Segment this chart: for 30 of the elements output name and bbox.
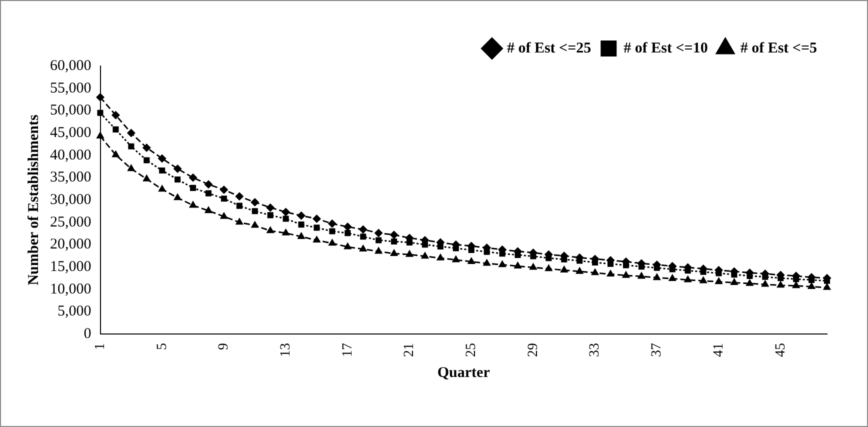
- y-tick-label: 25,000: [50, 214, 92, 230]
- y-tick-label: 5,000: [58, 304, 92, 320]
- y-tick-label: 0: [84, 326, 92, 342]
- y-tick-label: 60,000: [50, 58, 92, 74]
- x-axis-title: Quarter: [437, 364, 490, 381]
- y-tick-label: 50,000: [50, 102, 92, 119]
- y-tick-label: 15,000: [50, 258, 92, 275]
- y-tick-label: 20,000: [50, 236, 92, 253]
- legend-label: # of Est <=25: [506, 40, 592, 56]
- y-axis-title: Number of Establishments: [26, 114, 42, 286]
- x-tick-label: 21: [402, 343, 418, 357]
- x-tick-label: 17: [340, 343, 356, 357]
- y-tick-label: 35,000: [50, 170, 92, 186]
- x-tick-label: 13: [278, 343, 294, 357]
- y-tick-label: 10,000: [50, 281, 92, 298]
- x-tick-label: 9: [216, 343, 232, 350]
- x-tick-label: 5: [154, 343, 170, 350]
- legend-label: # of Est <=10: [624, 40, 708, 56]
- x-tick-label: 33: [588, 343, 603, 357]
- x-tick-label: 45: [773, 343, 788, 357]
- x-tick-label: 29: [526, 343, 541, 357]
- y-tick-label: 30,000: [50, 192, 92, 208]
- y-tick-label: 45,000: [50, 124, 92, 141]
- y-tick-label: 40,000: [50, 147, 92, 164]
- x-tick-label: 25: [464, 343, 480, 357]
- y-tick-label: 55,000: [50, 80, 92, 96]
- legend-label: # of Est <=5: [740, 40, 818, 56]
- x-tick-label: 41: [711, 343, 726, 357]
- x-tick-label: 1: [92, 343, 108, 350]
- x-tick-label: 37: [650, 343, 665, 357]
